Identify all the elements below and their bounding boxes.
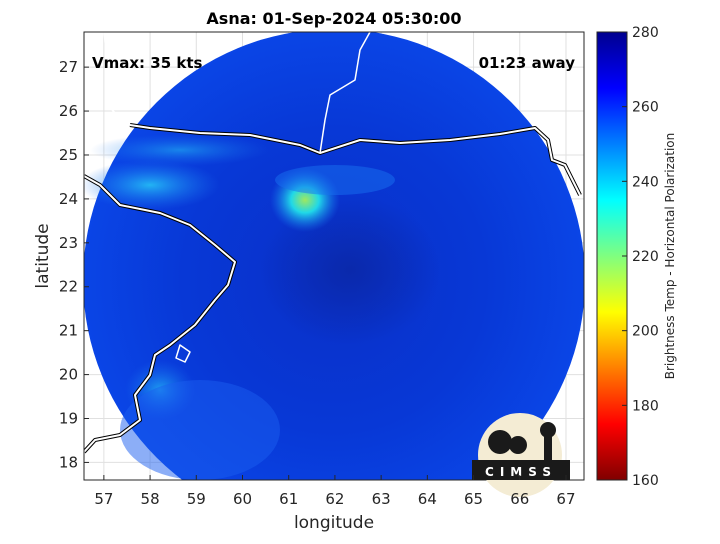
colorbar-tick-label: 260 xyxy=(632,100,659,116)
y-tick-label: 27 xyxy=(59,58,78,76)
x-tick-label: 66 xyxy=(510,490,529,508)
plot-frame xyxy=(83,31,585,481)
imagery xyxy=(84,32,584,480)
logo-text: CIMSS xyxy=(485,465,557,479)
x-tick-label: 58 xyxy=(141,490,160,508)
x-tick-label: 62 xyxy=(325,490,344,508)
x-tick-label: 67 xyxy=(556,490,575,508)
x-tick-label: 57 xyxy=(94,490,113,508)
y-tick-label: 20 xyxy=(59,366,78,384)
y-tick-label: 25 xyxy=(59,146,78,164)
x-tick-label: 65 xyxy=(464,490,483,508)
y-axis-label: latitude xyxy=(33,223,53,288)
annotation: 01:23 away xyxy=(479,54,576,72)
colorbar-tick-label: 160 xyxy=(632,473,659,489)
chart-title: Asna: 01-Sep-2024 05:30:00 xyxy=(206,9,461,28)
y-tick-label: 24 xyxy=(59,190,78,208)
logo: CIMSS xyxy=(472,413,570,497)
y-tick-label: 18 xyxy=(59,453,78,471)
y-tick-label: 19 xyxy=(59,410,78,428)
x-tick-label: 59 xyxy=(187,490,206,508)
x-tick-label: 61 xyxy=(279,490,298,508)
x-tick-label: 64 xyxy=(418,490,437,508)
colorbar-tick-label: 240 xyxy=(632,174,659,190)
y-tick-label: 22 xyxy=(59,278,78,296)
x-tick-label: 63 xyxy=(372,490,391,508)
colorbar-tick-label: 220 xyxy=(632,249,659,265)
colorbar-tick-label: 180 xyxy=(632,398,659,414)
x-tick-label: 60 xyxy=(233,490,252,508)
y-tick-label: 23 xyxy=(59,234,78,252)
x-axis-label: longitude xyxy=(294,513,374,533)
annotation: Vmax: 35 kts xyxy=(92,54,202,72)
colorbar-tick-label: 200 xyxy=(632,324,659,340)
y-tick-label: 26 xyxy=(59,102,78,120)
colorbar-tick-label: 280 xyxy=(632,25,659,41)
y-tick-label: 21 xyxy=(59,322,78,340)
colorbar-label: Brightness Temp - Horizontal Polarizatio… xyxy=(663,133,677,380)
